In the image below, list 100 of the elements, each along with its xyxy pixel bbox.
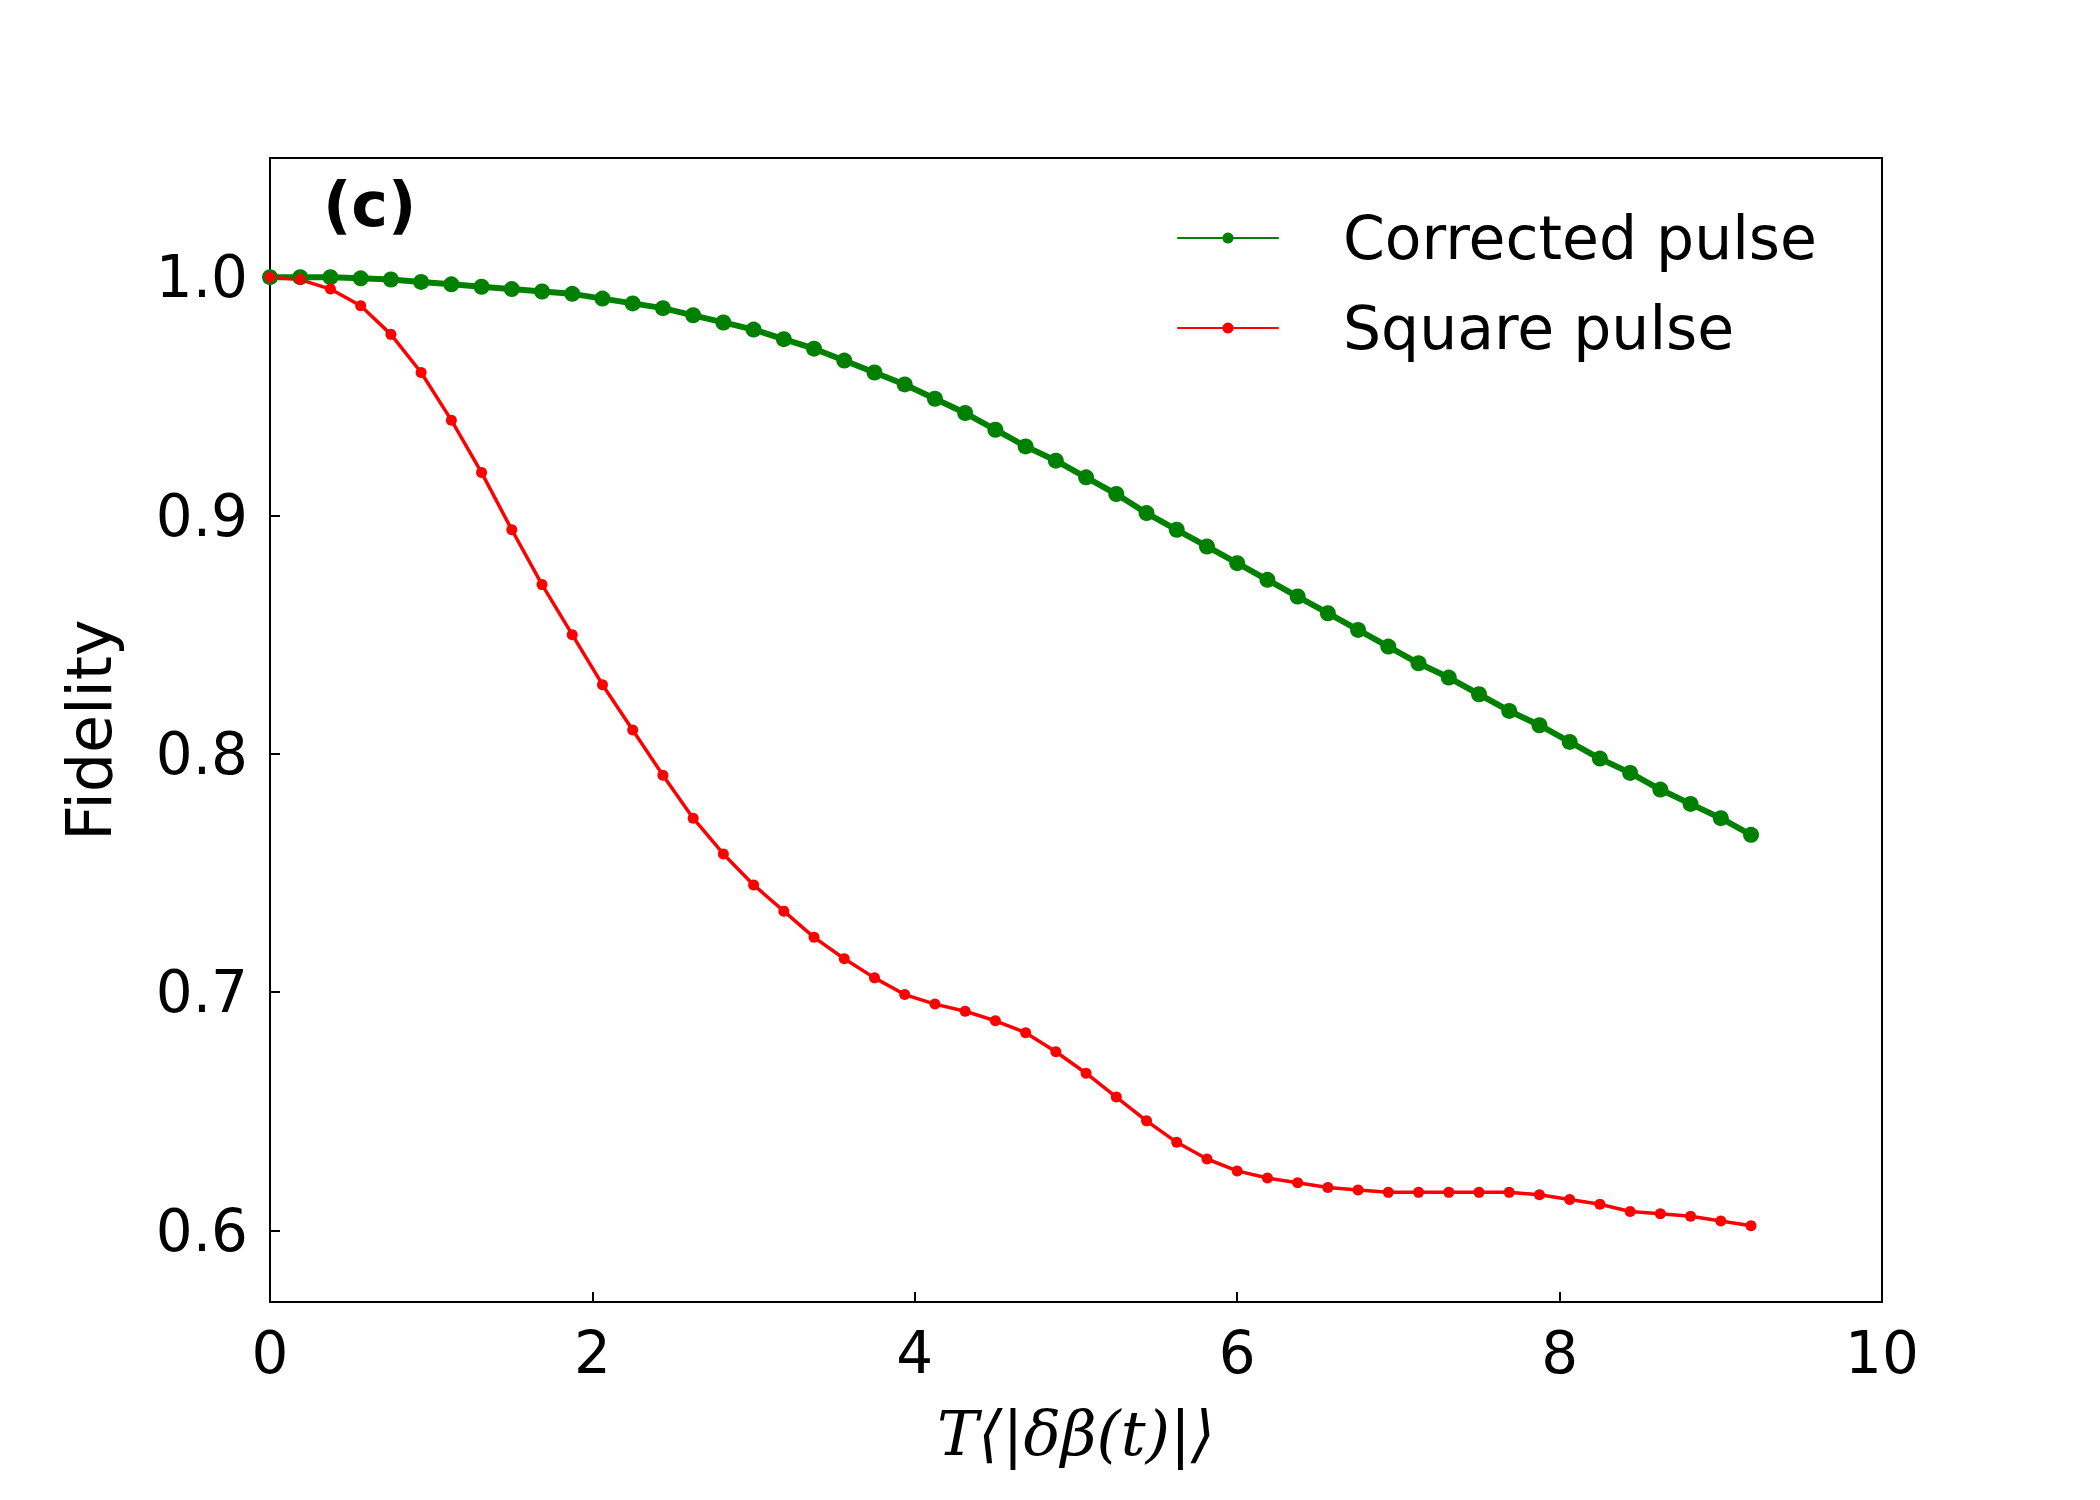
point (1654, 1208, 1666, 1220)
point (596, 679, 608, 691)
point (1743, 826, 1760, 843)
point (1413, 1186, 1425, 1198)
point (443, 276, 460, 293)
legend-label: Corrected pulse (1342, 203, 1818, 273)
point (808, 931, 820, 943)
x-tick-label: 2 (573, 1319, 611, 1387)
point (594, 290, 611, 307)
point (536, 579, 548, 591)
point (1168, 521, 1185, 538)
y-axis-title: Fidelity (52, 619, 126, 841)
point (1561, 733, 1578, 750)
point (1319, 605, 1336, 622)
point (415, 367, 427, 378)
point (1715, 1215, 1727, 1227)
point (534, 283, 551, 300)
point (1410, 655, 1427, 672)
point (1531, 717, 1548, 734)
point (1440, 669, 1457, 686)
point (624, 295, 641, 312)
point (899, 989, 911, 1001)
point (959, 1005, 971, 1017)
point (929, 998, 941, 1010)
point (869, 972, 880, 984)
point (1443, 1186, 1455, 1198)
point (1322, 1182, 1334, 1194)
point (987, 421, 1004, 438)
point (503, 281, 520, 298)
point (1652, 781, 1669, 798)
legend-label: Square pulse (1342, 293, 1735, 363)
point (322, 269, 339, 286)
point (866, 364, 883, 381)
point (1201, 1153, 1213, 1165)
point (748, 879, 760, 891)
point (1108, 486, 1125, 503)
y-tick-label: 0.6 (155, 1196, 248, 1265)
y-tick-label: 0.8 (155, 719, 248, 788)
x-tick-label: 10 (1845, 1319, 1919, 1387)
x-tick-label: 0 (251, 1319, 289, 1387)
point (1471, 686, 1487, 703)
point (654, 300, 671, 317)
point (1591, 750, 1608, 767)
x-tick-label: 8 (1541, 1319, 1579, 1387)
point (1473, 1186, 1485, 1198)
annotation: (c) (323, 167, 417, 241)
point (1682, 795, 1699, 812)
point (445, 414, 457, 426)
point (324, 283, 336, 295)
point (685, 307, 702, 324)
y-tick-label: 0.7 (155, 958, 248, 1027)
point (1564, 1194, 1576, 1206)
point (1685, 1210, 1697, 1222)
point (1017, 438, 1034, 455)
point (1138, 505, 1155, 522)
point (1289, 588, 1306, 605)
point (1292, 1177, 1304, 1189)
point (836, 352, 853, 369)
point (1352, 1184, 1364, 1196)
point (1078, 469, 1095, 486)
point (1050, 1046, 1062, 1058)
x-tick-label: 6 (1218, 1319, 1256, 1387)
point (957, 405, 974, 422)
point (1110, 1091, 1122, 1103)
point (413, 273, 430, 290)
point (715, 314, 732, 331)
point (1745, 1220, 1757, 1232)
point (989, 1015, 1001, 1027)
point (564, 285, 581, 302)
point (1171, 1136, 1183, 1148)
point (1198, 538, 1215, 555)
point (1141, 1115, 1153, 1127)
point (1503, 1186, 1515, 1198)
point (1712, 810, 1729, 827)
point (1350, 621, 1367, 638)
point (1020, 1027, 1032, 1039)
point (1533, 1189, 1545, 1201)
point (473, 278, 490, 295)
point (687, 812, 699, 824)
point (1380, 638, 1397, 655)
point (806, 340, 823, 357)
point (1594, 1198, 1606, 1210)
point (1261, 1172, 1273, 1184)
point (926, 390, 943, 407)
point (1080, 1067, 1092, 1079)
y-tick-label: 0.9 (155, 481, 248, 550)
point (352, 270, 369, 287)
point (1501, 702, 1518, 719)
point (1047, 452, 1064, 469)
point (385, 328, 397, 340)
point (1622, 764, 1639, 781)
point (355, 300, 367, 312)
point (506, 524, 518, 536)
point (1382, 1186, 1394, 1198)
point (657, 769, 669, 781)
point (627, 724, 639, 736)
point (717, 848, 729, 860)
point (476, 467, 488, 479)
point (838, 953, 850, 965)
point (778, 905, 790, 917)
